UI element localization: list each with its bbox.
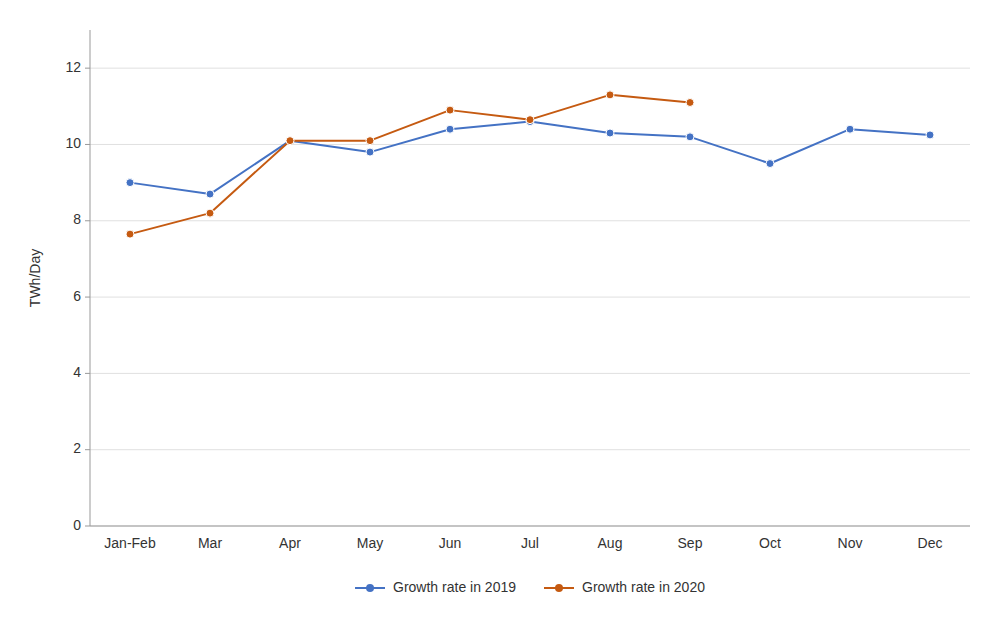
x-tick-label: Aug: [598, 535, 623, 551]
legend: Growth rate in 2019 Growth rate in 2020: [355, 579, 705, 595]
legend-item: Growth rate in 2019: [355, 579, 516, 595]
x-axis-line: [90, 526, 970, 527]
series-point: [446, 125, 454, 133]
series-point: [766, 160, 774, 168]
legend-item: Growth rate in 2020: [544, 579, 705, 595]
grid-line: [90, 449, 970, 450]
legend-label: Growth rate in 2020: [582, 579, 705, 595]
series-point: [126, 179, 134, 187]
y-tick-label: 0: [73, 517, 81, 533]
x-tick-label: Jan-Feb: [104, 535, 156, 551]
series-point: [206, 190, 214, 198]
y-axis-label: TWh/Day: [27, 249, 43, 307]
series-point: [846, 125, 854, 133]
x-tick-label: Sep: [678, 535, 703, 551]
series-line: [130, 122, 930, 194]
x-tick-label: Oct: [759, 535, 781, 551]
x-tick-label: Jun: [439, 535, 462, 551]
series-point: [606, 129, 614, 137]
y-tick: [85, 220, 90, 221]
y-tick-label: 4: [73, 364, 81, 380]
y-tick: [85, 297, 90, 298]
plot-area: [126, 91, 934, 238]
y-tick-label: 8: [73, 211, 81, 227]
y-tick-label: 12: [65, 59, 81, 75]
chart: 0 2 4 6 8 10 12 Jan-Feb Mar Apr May Jun Jul Aug Sep Oct…: [0, 0, 1000, 636]
series-point: [286, 137, 294, 145]
x-tick-label: Apr: [279, 535, 301, 551]
grid: [90, 68, 970, 526]
series-point: [446, 106, 454, 114]
series-point: [286, 137, 294, 145]
grid-line: [90, 373, 970, 374]
y-axis-line: [90, 30, 91, 526]
x-tick-label: Nov: [838, 535, 863, 551]
y-tick-label: 6: [73, 288, 81, 304]
y-tick: [85, 144, 90, 145]
series-point: [686, 98, 694, 106]
y-tick: [85, 68, 90, 69]
y-tick: [85, 449, 90, 450]
y-tick-label: 10: [65, 135, 81, 151]
x-tick-label: Jul: [521, 535, 539, 551]
series-point: [366, 148, 374, 156]
x-tick-label: May: [357, 535, 383, 551]
grid-line: [90, 68, 970, 69]
x-tick-label: Dec: [918, 535, 943, 551]
grid-line: [90, 526, 970, 527]
legend-label: Growth rate in 2019: [393, 579, 516, 595]
series-point: [686, 133, 694, 141]
grid-line: [90, 220, 970, 221]
chart-container: 0 2 4 6 8 10 12 Jan-Feb Mar Apr May Jun Jul Aug Sep Oct…: [0, 0, 1000, 636]
series-point: [126, 230, 134, 238]
grid-line: [90, 144, 970, 145]
legend-marker: [555, 584, 563, 592]
y-tick-label: 2: [73, 440, 81, 456]
series-line: [130, 95, 690, 234]
x-tick-label: Mar: [198, 535, 222, 551]
grid-line: [90, 297, 970, 298]
y-tick: [85, 373, 90, 374]
series-point: [926, 131, 934, 139]
series-point: [606, 91, 614, 99]
series-point: [206, 209, 214, 217]
legend-marker: [366, 584, 374, 592]
y-tick: [85, 526, 90, 527]
series-point: [366, 137, 374, 145]
series-point: [526, 116, 534, 124]
